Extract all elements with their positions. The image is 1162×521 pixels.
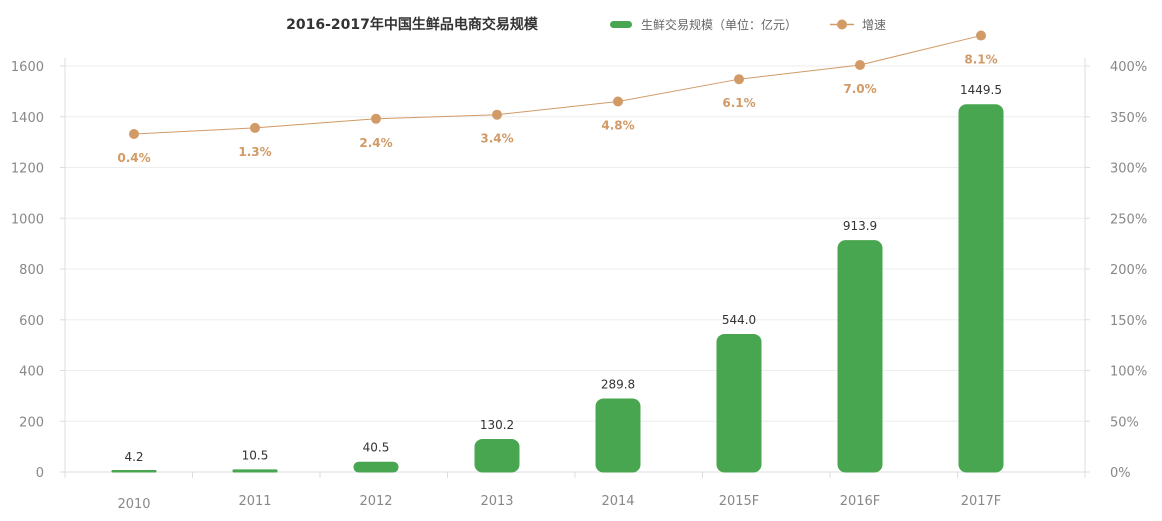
bar bbox=[111, 470, 157, 473]
axes: 0 0% 200 50% 400 100% 600 150% 800 200% 1000 250% 12… bbox=[11, 58, 1147, 512]
legend-item-line[interactable]: 增速 bbox=[830, 18, 886, 32]
legend-bar-swatch bbox=[610, 21, 632, 28]
x-tick-label: 2014 bbox=[601, 494, 634, 509]
bar bbox=[353, 461, 399, 473]
growth-point bbox=[734, 74, 744, 85]
y-left-tick-label: 1200 bbox=[11, 162, 44, 177]
data-labels: 4.2 10.5 40.5 130.2 289.8 544.0 913.9 1449.5 0.4… bbox=[117, 53, 1002, 464]
bar bbox=[595, 398, 641, 473]
growth-value-label: 3.4% bbox=[480, 132, 513, 146]
growth-point bbox=[855, 59, 865, 70]
bar-series bbox=[111, 104, 1004, 473]
growth-value-label: 2.4% bbox=[359, 136, 392, 150]
bar bbox=[716, 333, 762, 473]
growth-value-label: 7.0% bbox=[843, 82, 876, 96]
x-tick-label: 2013 bbox=[480, 494, 513, 509]
y-right-tick-label: 200% bbox=[1110, 263, 1147, 278]
growth-value-label: 8.1% bbox=[964, 53, 997, 67]
growth-point bbox=[129, 129, 139, 140]
growth-point bbox=[613, 96, 623, 107]
x-tick-label: 2010 bbox=[117, 497, 150, 512]
bar-value-label: 913.9 bbox=[843, 219, 877, 233]
legend-bar-label: 生鲜交易规模（单位：亿元） bbox=[641, 17, 797, 32]
bar-value-label: 1449.5 bbox=[960, 83, 1002, 97]
y-right-tick-label: 0% bbox=[1110, 466, 1131, 481]
y-left-tick-label: 0 bbox=[36, 466, 44, 481]
y-right-tick-label: 50% bbox=[1110, 415, 1139, 430]
legend-item-bars[interactable]: 生鲜交易规模（单位：亿元） bbox=[610, 17, 797, 32]
y-left-tick-label: 1000 bbox=[11, 212, 44, 227]
x-tick-label: 2016F bbox=[840, 494, 881, 509]
y-right-tick-label: 350% bbox=[1110, 111, 1147, 126]
growth-value-label: 1.3% bbox=[238, 145, 271, 159]
bar bbox=[837, 240, 883, 473]
chart-title: 2016-2017年中国生鲜品电商交易规模 bbox=[286, 16, 539, 33]
legend-line-dot bbox=[837, 19, 847, 30]
x-tick-label: 2015F bbox=[719, 494, 760, 509]
growth-point bbox=[976, 30, 986, 41]
growth-point bbox=[371, 113, 381, 124]
bar-value-label: 289.8 bbox=[601, 377, 635, 391]
y-right-tick-label: 100% bbox=[1110, 365, 1147, 380]
bar-value-label: 544.0 bbox=[722, 313, 756, 327]
bar-value-label: 4.2 bbox=[124, 450, 143, 464]
growth-value-label: 4.8% bbox=[601, 119, 634, 133]
y-left-tick-label: 1400 bbox=[11, 111, 44, 126]
bar bbox=[232, 469, 278, 473]
growth-point bbox=[250, 122, 260, 133]
bar-value-label: 10.5 bbox=[242, 448, 269, 462]
y-left-tick-label: 800 bbox=[19, 263, 44, 278]
y-left-tick-label: 1600 bbox=[11, 60, 44, 75]
legend-line-label: 增速 bbox=[862, 18, 886, 32]
y-right-tick-label: 300% bbox=[1110, 162, 1147, 177]
grid bbox=[65, 65, 1085, 473]
y-left-tick-label: 400 bbox=[19, 365, 44, 380]
legend: 生鲜交易规模（单位：亿元） 增速 bbox=[610, 17, 886, 32]
y-right-tick-label: 400% bbox=[1110, 60, 1147, 75]
y-right-tick-label: 250% bbox=[1110, 212, 1147, 227]
growth-value-label: 0.4% bbox=[117, 151, 150, 165]
growth-series bbox=[129, 30, 986, 140]
x-tick-label: 2017F bbox=[961, 494, 1002, 509]
x-tick-label: 2012 bbox=[359, 494, 392, 509]
x-tick-label: 2011 bbox=[238, 494, 271, 509]
bar-value-label: 40.5 bbox=[363, 441, 390, 455]
growth-value-label: 6.1% bbox=[722, 96, 755, 110]
bar-value-label: 130.2 bbox=[480, 418, 514, 432]
growth-line bbox=[133, 35, 982, 135]
bar bbox=[958, 104, 1004, 473]
bar bbox=[474, 438, 520, 473]
y-right-tick-label: 150% bbox=[1110, 314, 1147, 329]
y-left-tick-label: 200 bbox=[19, 415, 44, 430]
growth-point bbox=[492, 109, 502, 120]
y-left-tick-label: 600 bbox=[19, 314, 44, 329]
